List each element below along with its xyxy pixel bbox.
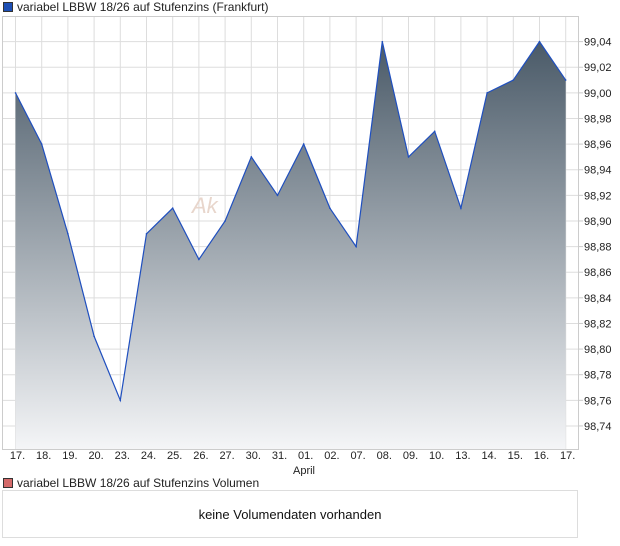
price-line [14,40,567,403]
x-tick-label: 08. [377,450,392,462]
data-point [14,92,17,94]
y-tick-label: 98,80 [584,344,612,356]
data-point [93,335,95,338]
data-point [512,79,515,81]
volume-legend-swatch [3,478,13,488]
x-tick-label: 30. [246,450,261,462]
price-chart: Ak 98,74 98,76 98,78 98,80 98,82 98,84 98,86 98… [2,16,612,476]
data-point [355,245,357,248]
x-month-label: April [293,465,315,476]
volume-empty-message: keine Volumendaten vorhanden [198,506,382,522]
watermark: Ak [190,193,219,218]
y-tick-label: 98,94 [584,165,612,177]
price-area [15,41,566,449]
x-tick-label: 18. [36,450,51,462]
data-point [198,258,200,261]
y-tick-label: 98,98 [584,113,612,125]
price-legend-label: variabel LBBW 18/26 auf Stufenzins (Fran… [17,0,269,14]
data-point [407,156,410,158]
data-point [67,232,69,235]
data-point [460,207,462,209]
x-tick-label: 20. [88,450,103,462]
data-point [171,207,174,209]
x-tick-label: 16. [534,450,549,462]
data-point [119,399,122,402]
data-point [381,40,384,43]
x-tick-label: 25. [167,450,182,462]
y-tick-label: 98,82 [584,318,612,330]
x-tick-label: 19. [62,450,77,462]
x-tick-label: 10. [429,450,444,462]
data-point [250,156,253,158]
x-tick-label: 17. [10,450,25,462]
x-tick-label: 14. [481,450,496,462]
data-point [302,143,305,145]
data-point [40,143,43,145]
y-tick-label: 98,74 [584,421,612,433]
data-point [145,232,148,235]
y-tick-label: 98,84 [584,293,612,305]
y-tick-label: 99,00 [584,88,612,100]
y-tick-label: 99,02 [584,62,612,74]
y-tick-label: 98,86 [584,267,612,279]
y-tick-label: 98,78 [584,370,612,382]
x-tick-label: 26. [193,450,208,462]
x-tick-label: 17. [560,450,575,462]
price-legend-swatch [3,2,13,12]
x-tick-label: 24. [141,450,156,462]
data-point [276,194,279,197]
data-point [224,220,226,222]
data-point [486,92,488,94]
volume-panel: keine Volumendaten vorhanden [2,490,578,538]
y-tick-label: 99,04 [584,37,612,49]
x-tick-label: 23. [115,450,130,462]
plot-frame [2,16,579,450]
data-point [564,79,567,81]
x-tick-label: 01. [298,450,313,462]
y-tick-label: 98,76 [584,395,612,407]
data-point [538,40,541,43]
volume-legend-label: variabel LBBW 18/26 auf Stufenzins Volum… [17,476,260,490]
y-tick-label: 98,96 [584,139,612,151]
x-tick-label: 15. [508,450,523,462]
y-tick-label: 98,88 [584,242,612,254]
data-point [433,130,436,133]
y-tick-label: 98,92 [584,190,612,202]
x-tick-label: 13. [455,450,470,462]
x-tick-label: 09. [403,450,418,462]
price-legend: variabel LBBW 18/26 auf Stufenzins (Fran… [3,1,268,13]
x-tick-label: 02. [324,450,339,462]
x-tick-label: 27. [219,450,234,462]
volume-legend: variabel LBBW 18/26 auf Stufenzins Volum… [3,477,259,489]
x-tick-label: 31. [272,450,287,462]
data-point [329,207,331,209]
x-tick-label: 07. [350,450,365,462]
y-tick-label: 98,90 [584,216,612,228]
